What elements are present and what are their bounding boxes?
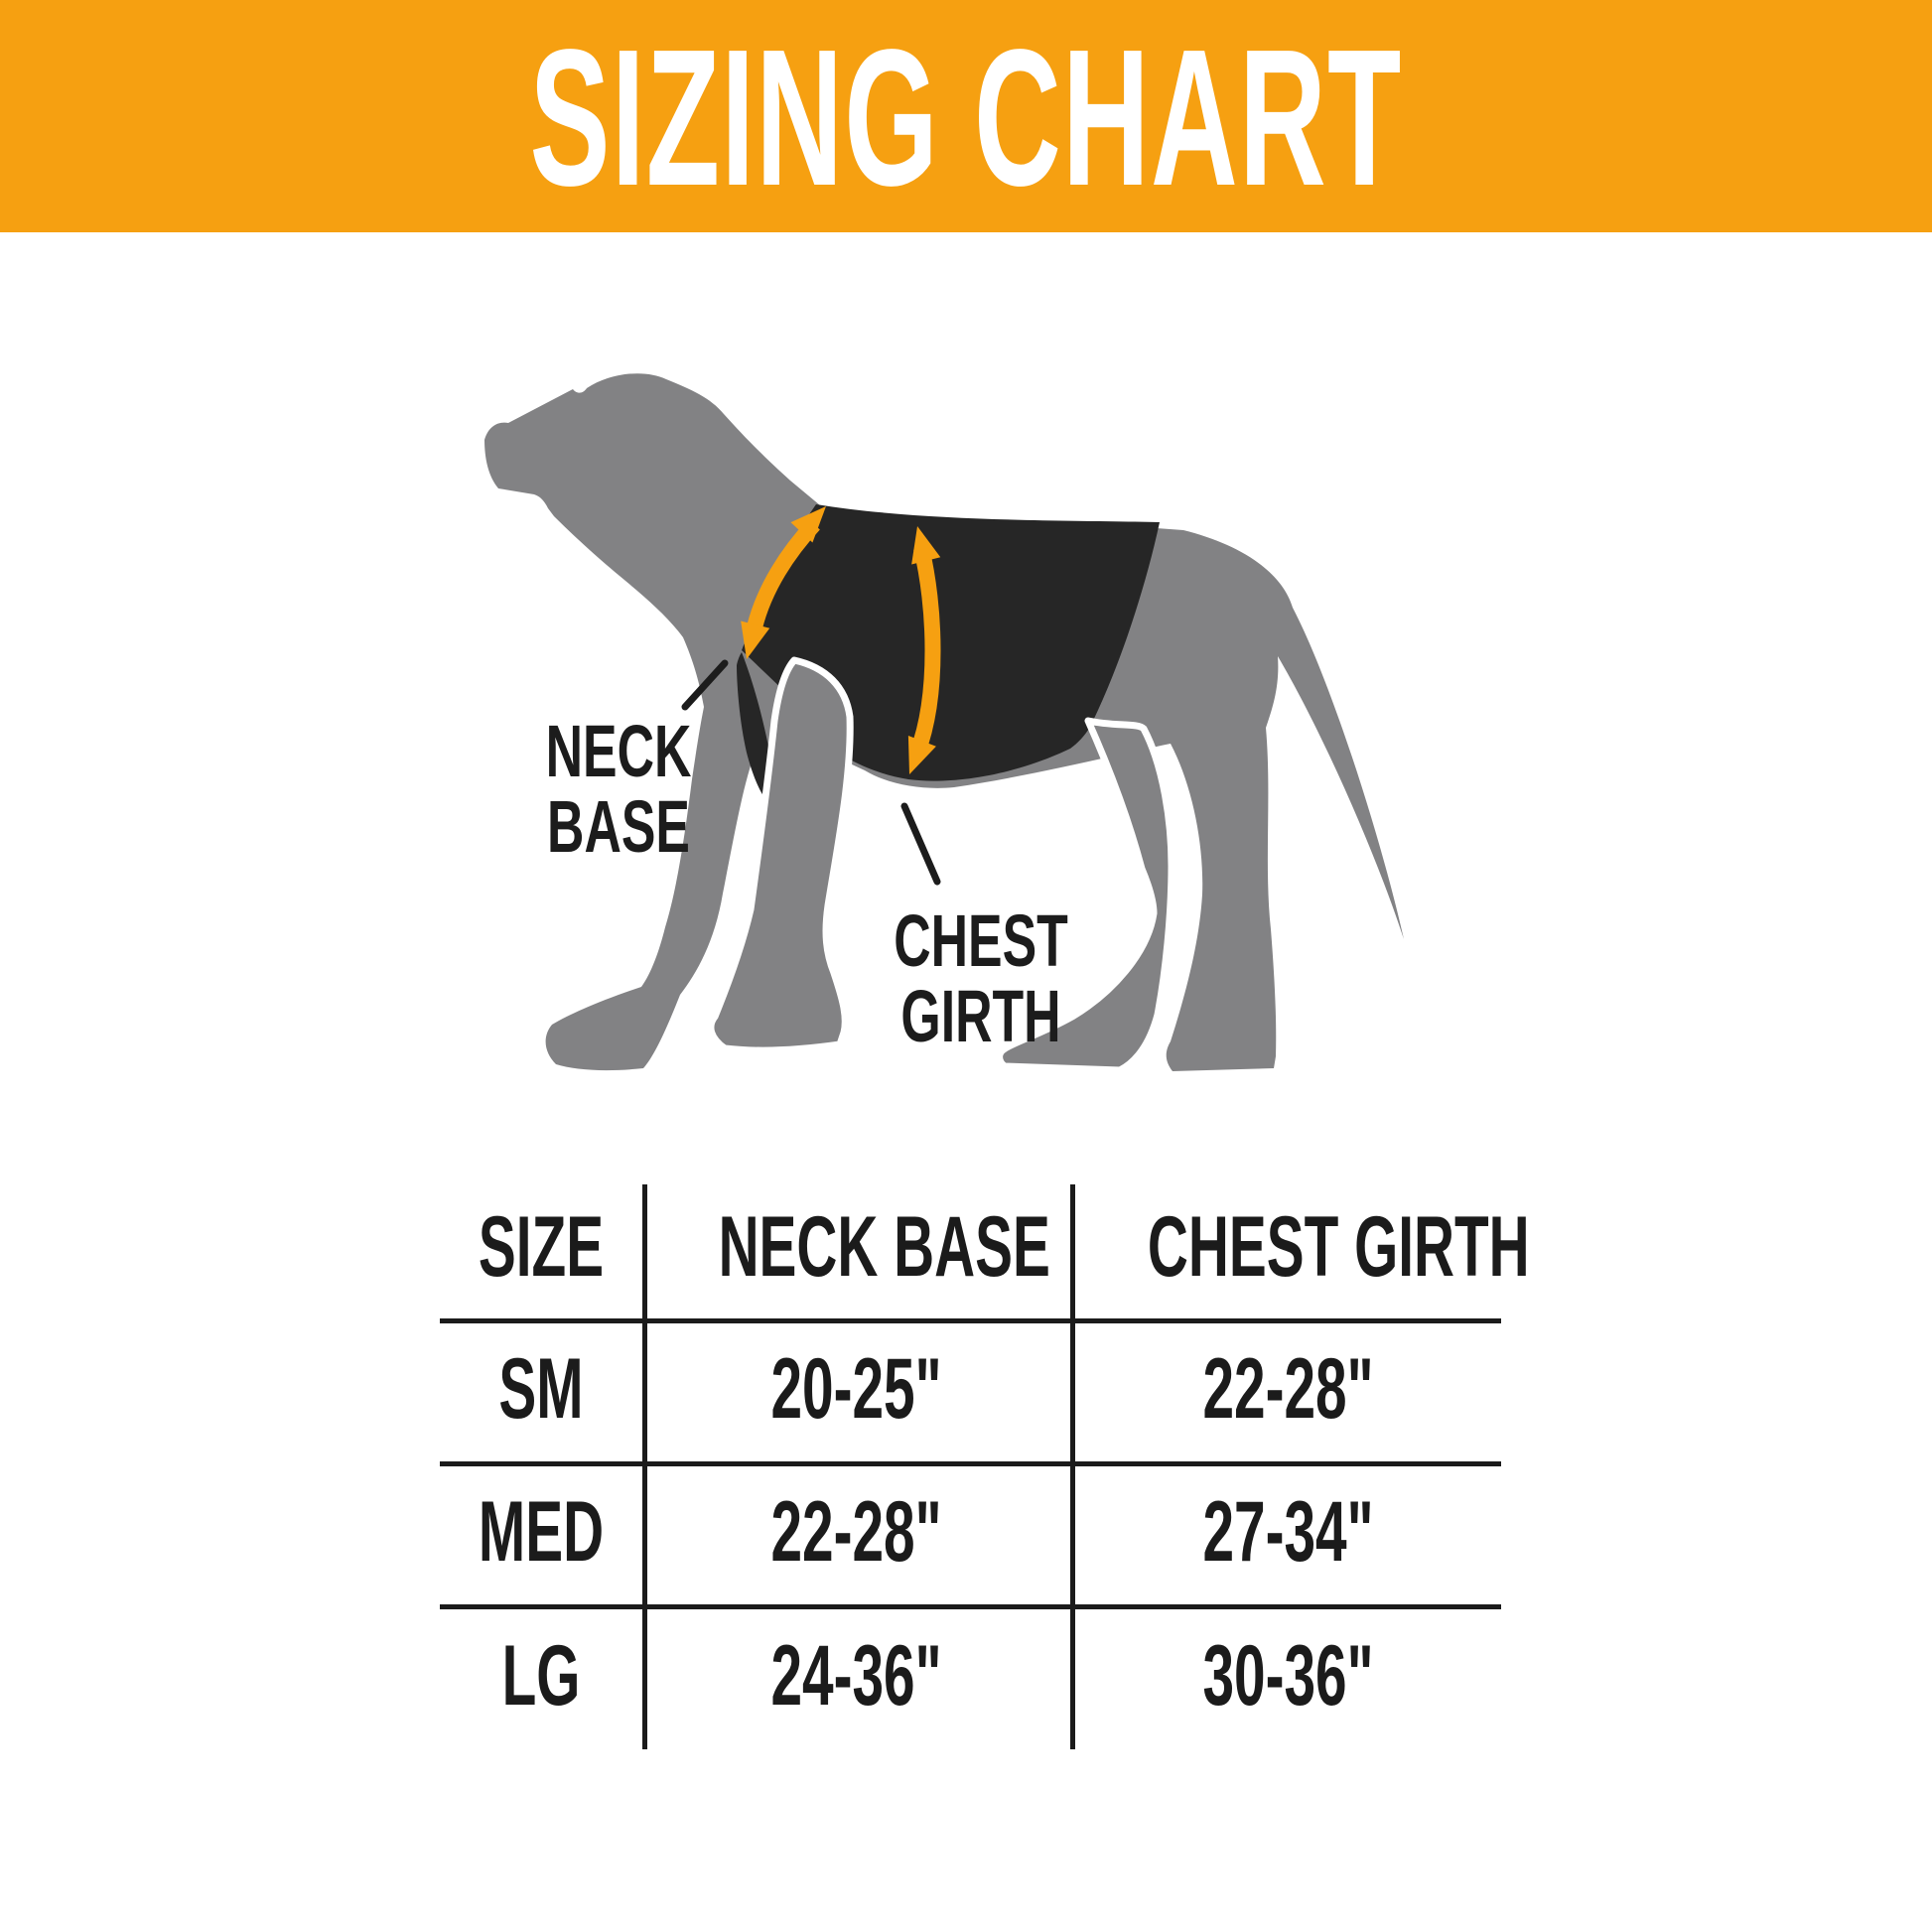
sizing-table: SIZE NECK BASE CHEST GIRTH SM 20-25" 22-… <box>440 1184 1530 1749</box>
table-horizontal-line <box>440 1604 1501 1609</box>
chest-girth-label-line2: GIRTH <box>900 975 1061 1057</box>
table-cell-neck-sm: 20-25" <box>770 1341 942 1437</box>
vest-chest-panel <box>737 652 774 804</box>
table-horizontal-line <box>440 1318 1501 1323</box>
column-header-size: SIZE <box>478 1199 605 1295</box>
neck-base-callout-line <box>681 659 729 711</box>
header-banner: SIZING CHART <box>0 0 1932 232</box>
neck-base-label: NECK BASE <box>497 714 741 865</box>
neck-base-arrow-icon <box>741 506 826 659</box>
dog-front-leg <box>707 656 854 1054</box>
table-cell-chest-sm: 22-28" <box>1202 1341 1374 1437</box>
dog-hind-leg <box>996 717 1175 1074</box>
table-cell-size-lg: LG <box>501 1628 581 1724</box>
neck-base-label-line1: NECK <box>545 710 692 792</box>
dog-silhouette-svg <box>484 373 1404 1074</box>
table-cell-neck-med: 22-28" <box>770 1484 942 1580</box>
table-cell-chest-lg: 30-36" <box>1202 1628 1374 1724</box>
neck-base-label-line2: BASE <box>547 785 690 868</box>
chest-girth-label-line1: CHEST <box>894 899 1068 982</box>
column-header-neck-base: NECK BASE <box>718 1199 1050 1295</box>
column-header-chest-girth: CHEST GIRTH <box>1147 1199 1530 1295</box>
table-cell-size-sm: SM <box>498 1341 584 1437</box>
page-title: SIZING CHART <box>529 9 1403 226</box>
table-vertical-line <box>1070 1184 1075 1749</box>
table-cell-size-med: MED <box>478 1484 605 1580</box>
table-horizontal-line <box>440 1461 1501 1466</box>
chest-girth-label: CHEST GIRTH <box>860 903 1103 1054</box>
table-cell-neck-lg: 24-36" <box>770 1628 942 1724</box>
chest-girth-arrow-icon <box>907 526 941 774</box>
dog-illustration <box>377 278 1569 1092</box>
chest-girth-callout-line <box>900 802 941 886</box>
table-cell-chest-med: 27-34" <box>1202 1484 1374 1580</box>
table-vertical-line <box>642 1184 647 1749</box>
